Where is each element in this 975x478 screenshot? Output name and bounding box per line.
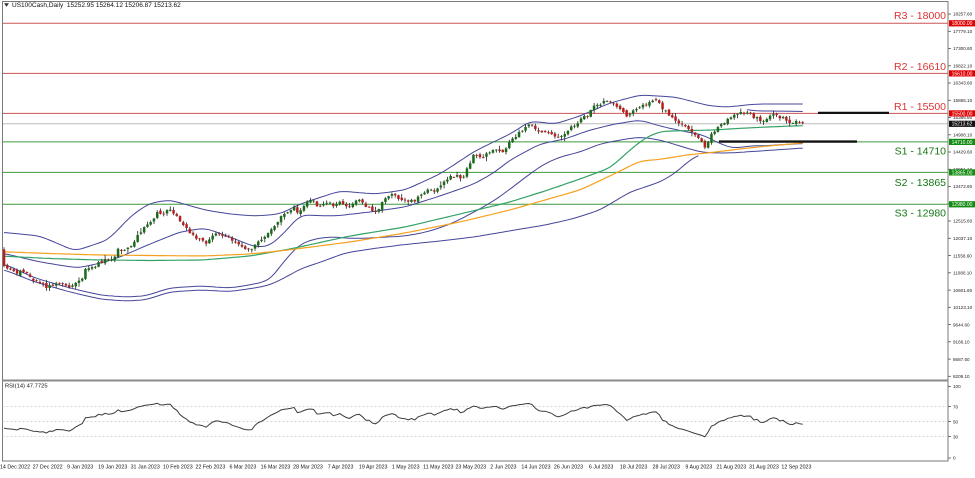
svg-text:16 Mar 2023: 16 Mar 2023 [261,465,291,471]
svg-text:1 May 2023: 1 May 2023 [392,465,420,471]
svg-text:9166.10: 9166.10 [953,340,970,345]
svg-text:11558.60: 11558.60 [953,253,972,258]
svg-text:9644.60: 9644.60 [953,322,970,327]
svg-text:31 Aug 2023: 31 Aug 2023 [749,465,779,471]
svg-text:10123.10: 10123.10 [953,305,973,310]
svg-text:10 Feb 2023: 10 Feb 2023 [163,465,193,471]
svg-text:8687.60: 8687.60 [953,357,970,362]
svg-text:23 May 2023: 23 May 2023 [455,465,486,471]
svg-text:70: 70 [953,404,959,409]
svg-text:19 Jan 2023: 19 Jan 2023 [98,465,127,471]
svg-text:S2 - 13865: S2 - 13865 [895,177,947,189]
svg-text:13472.60: 13472.60 [953,184,973,189]
svg-text:12515.60: 12515.60 [953,219,973,224]
svg-text:18257.60: 18257.60 [953,12,973,17]
svg-text:16822.10: 16822.10 [953,64,973,69]
svg-text:2 Jun 2023: 2 Jun 2023 [490,465,516,471]
svg-text:19 Apr 2023: 19 Apr 2023 [359,465,388,471]
svg-text:27 Dec 2022: 27 Dec 2022 [33,465,63,471]
svg-text:31 Jan 2023: 31 Jan 2023 [131,465,160,471]
svg-text:6 Mar 2023: 6 Mar 2023 [230,465,257,471]
svg-text:15213.62: 15213.62 [952,122,973,128]
svg-text:13865.00: 13865.00 [952,170,973,176]
svg-text:18 Jul 2023: 18 Jul 2023 [620,465,647,471]
svg-text:10601.60: 10601.60 [953,288,973,293]
svg-text:16610.00: 16610.00 [952,71,973,77]
svg-text:30: 30 [953,434,959,439]
svg-text:28 Jul 2023: 28 Jul 2023 [653,465,680,471]
svg-text:11 May 2023: 11 May 2023 [423,465,453,471]
svg-text:15386.60: 15386.60 [953,115,973,120]
svg-text:8209.10: 8209.10 [953,374,970,379]
svg-text:9 Jan 2023: 9 Jan 2023 [67,465,93,471]
svg-text:50: 50 [953,419,959,424]
svg-text:14908.10: 14908.10 [953,133,973,138]
svg-text:11080.10: 11080.10 [953,271,972,276]
svg-text:R2 - 16610: R2 - 16610 [894,61,946,73]
svg-text:S3 - 12980: S3 - 12980 [895,207,947,219]
svg-text:22 Feb 2023: 22 Feb 2023 [196,465,226,471]
svg-text:S1 - 14710: S1 - 14710 [895,145,947,157]
svg-text:14710.00: 14710.00 [952,140,973,146]
svg-text:9 Aug 2023: 9 Aug 2023 [685,465,712,471]
svg-text:0: 0 [953,456,956,461]
svg-text:US100Cash,Daily 15252.95 1526: US100Cash,Daily 15252.95 15264.12 15206.… [12,2,181,9]
svg-text:17300.60: 17300.60 [953,46,973,51]
svg-text:18000.00: 18000.00 [952,21,973,27]
svg-text:14429.60: 14429.60 [953,150,973,155]
svg-text:R1 - 15500: R1 - 15500 [894,101,946,113]
svg-text:R3 - 18000: R3 - 18000 [894,10,946,22]
svg-text:6 Jul 2023: 6 Jul 2023 [589,465,613,471]
svg-text:16343.60: 16343.60 [953,81,973,86]
svg-text:7 Apr 2023: 7 Apr 2023 [328,465,354,471]
svg-text:17779.10: 17779.10 [953,29,973,34]
svg-text:15865.10: 15865.10 [953,98,973,103]
svg-text:12980.00: 12980.00 [952,202,973,208]
svg-text:15500.00: 15500.00 [952,111,973,117]
svg-text:14 Dec 2022: 14 Dec 2022 [0,465,30,471]
svg-text:12037.10: 12037.10 [953,236,973,241]
svg-text:26 Jun 2023: 26 Jun 2023 [554,465,583,471]
svg-text:RSI(14) 47.7725: RSI(14) 47.7725 [5,384,48,390]
svg-text:100: 100 [953,384,961,389]
svg-text:12 Sep 2023: 12 Sep 2023 [781,465,811,471]
svg-text:28 Mar 2023: 28 Mar 2023 [293,465,323,471]
svg-text:21 Aug 2023: 21 Aug 2023 [716,465,746,471]
svg-text:14 Jun 2023: 14 Jun 2023 [521,465,550,471]
